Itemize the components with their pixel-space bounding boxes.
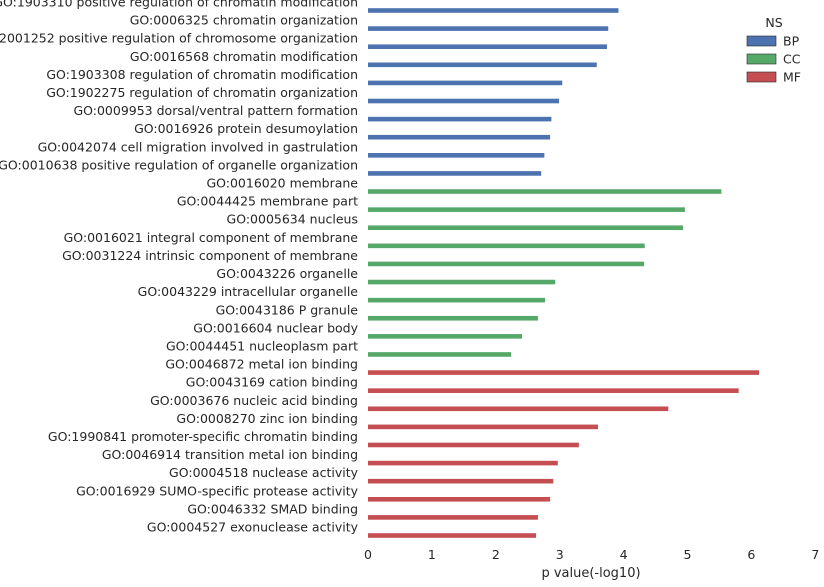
bar-cc [368, 334, 522, 339]
bar-bp [368, 98, 560, 104]
bar-bp [368, 116, 552, 122]
category-label: GO:0016020 membrane [206, 176, 358, 191]
category-label: GO:0016929 SUMO-specific protease activi… [76, 483, 358, 498]
category-label: GO:0016926 protein desumoylation [134, 121, 358, 136]
bar-mf [368, 460, 558, 466]
category-label: GO:1903310 positive regulation of chroma… [0, 0, 358, 10]
category-label: GO:0008270 zinc ion binding [176, 411, 358, 426]
category-label: GO:2001252 positive regulation of chromo… [0, 31, 358, 46]
category-label: GO:0043186 P granule [216, 302, 359, 317]
category-label: GO:1990841 promoter-specific chromatin b… [48, 429, 358, 444]
category-label: GO:0043226 organelle [216, 266, 358, 281]
legend-swatch-bp [746, 35, 777, 47]
category-label: GO:1903308 regulation of chromatin modif… [46, 67, 358, 82]
bar-cc [368, 352, 512, 357]
x-axis-title: p value(-log10) [541, 566, 640, 581]
category-label: GO:0043169 cation binding [186, 375, 358, 390]
legend-swatch-cc [746, 53, 777, 65]
bars-layer [368, 8, 760, 538]
x-tick-label: 2 [492, 547, 500, 562]
bar-cc [368, 243, 645, 249]
category-label: GO:0044425 membrane part [177, 194, 358, 209]
bar-mf [368, 442, 579, 448]
category-label: GO:0004527 exonuclease activity [147, 520, 359, 535]
category-label: GO:0010638 positive regulation of organe… [0, 157, 358, 172]
bar-mf [368, 388, 739, 393]
category-label: GO:0016604 nuclear body [193, 320, 358, 335]
x-tick-label: 4 [620, 547, 628, 562]
x-tick-label: 5 [684, 547, 692, 562]
category-label: GO:0004518 nuclease activity [169, 465, 359, 480]
bar-bp [368, 153, 545, 158]
legend-label-bp: BP [783, 34, 800, 49]
bar-bp [368, 80, 563, 86]
legend-title: NS [765, 15, 782, 30]
category-label: GO:0046914 transition metal ion binding [102, 447, 358, 462]
bar-mf [368, 515, 538, 520]
bar-bp [368, 134, 551, 140]
bar-mf [368, 478, 554, 484]
category-label: GO:0005634 nucleus [227, 212, 358, 227]
category-label: GO:0042074 cell migration involved in ga… [38, 139, 358, 154]
category-label: GO:0044451 nucleoplasm part [166, 338, 358, 353]
legend: NS BP CC MF [746, 15, 801, 85]
x-tick-label: 1 [428, 547, 436, 562]
x-tick-label: 3 [556, 547, 564, 562]
bar-bp [368, 62, 597, 68]
bar-cc [368, 279, 556, 285]
category-label: GO:0046332 SMAD binding [187, 501, 358, 516]
bar-mf [368, 406, 669, 412]
x-tick-label: 7 [811, 547, 819, 562]
bar-bp [368, 44, 607, 50]
category-label: GO:0009953 dorsal/ventral pattern format… [73, 103, 358, 118]
bar-cc [368, 315, 538, 321]
bar-mf [368, 370, 760, 375]
category-label: GO:0003676 nucleic acid binding [150, 393, 358, 408]
bar-bp [368, 8, 619, 13]
bar-cc [368, 225, 684, 231]
category-label: GO:0016021 integral component of membran… [64, 230, 359, 245]
category-label: GO:0006325 chromatin organization [130, 13, 358, 28]
bar-mf [368, 424, 599, 430]
bar-cc [368, 189, 722, 194]
category-labels: GO:1903310 positive regulation of chroma… [0, 0, 359, 535]
x-tick-label: 0 [364, 547, 372, 562]
category-label: GO:0046872 metal ion binding [165, 357, 358, 372]
bar-bp [368, 26, 609, 31]
bar-cc [368, 297, 545, 303]
bar-mf [368, 533, 537, 538]
bar-mf [368, 496, 551, 502]
legend-label-mf: MF [783, 70, 801, 85]
bar-cc [368, 261, 645, 267]
category-label: GO:0016568 chromatin modification [130, 49, 358, 64]
bar-bp [368, 171, 542, 176]
x-tick-label: 6 [747, 547, 755, 562]
category-label: GO:0031224 intrinsic component of membra… [62, 248, 358, 263]
legend-label-cc: CC [783, 52, 801, 67]
bar-cc [368, 207, 685, 212]
category-label: GO:0043229 intracellular organelle [138, 284, 359, 299]
x-axis: 0 1 2 3 4 5 6 7 [364, 547, 819, 562]
legend-swatch-mf [746, 71, 777, 83]
category-label: GO:1902275 regulation of chromatin organ… [46, 85, 358, 100]
